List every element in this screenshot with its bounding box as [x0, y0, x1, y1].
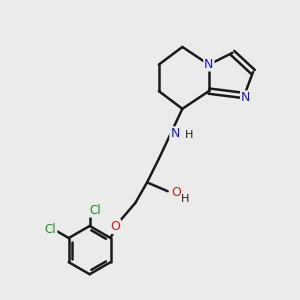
Text: Cl: Cl: [45, 223, 56, 236]
Text: O: O: [110, 220, 120, 233]
Text: H: H: [185, 130, 193, 140]
Text: O: O: [171, 186, 181, 199]
Text: H: H: [181, 194, 190, 204]
Text: N: N: [241, 92, 250, 104]
Text: N: N: [204, 58, 214, 70]
Text: N: N: [170, 127, 180, 140]
Text: Cl: Cl: [89, 204, 101, 217]
